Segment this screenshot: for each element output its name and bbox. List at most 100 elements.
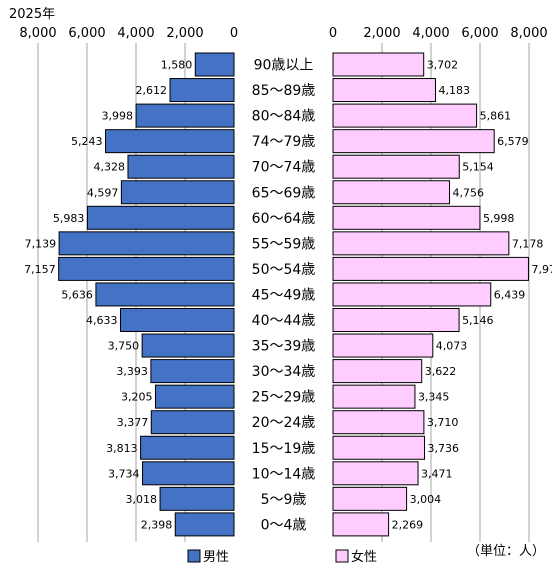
female-bar (332, 180, 451, 205)
tick-label-left: 6,000 (68, 26, 105, 41)
male-value-label: 4,597 (87, 186, 119, 199)
male-bar (159, 486, 235, 511)
age-group-labels: 90歳以上 85～89歳 80～84歳 74～79歳 70～74歳 65～69歳 60～64… (252, 58, 316, 534)
female-value-label: 2,269 (392, 518, 424, 531)
legend-label-male: 男性 (203, 550, 229, 565)
male-value-label: 3,750 (108, 340, 140, 353)
female-bar (332, 256, 529, 281)
male-bar (95, 282, 235, 307)
female-bar (332, 308, 460, 332)
age-group-label: 85～89歳 (252, 83, 316, 99)
male-value-label: 7,139 (25, 237, 57, 250)
male-value-label: 3,377 (117, 416, 149, 429)
female-bar (332, 333, 434, 358)
female-bar (332, 486, 408, 511)
age-group-label: 0～4歳 (261, 517, 307, 533)
female-value-label: 4,183 (438, 84, 470, 97)
female-bar (332, 410, 425, 435)
age-group-label: 10～14歳 (252, 466, 316, 482)
age-group-label: 5～9歳 (261, 492, 307, 508)
male-value-label: 3,813 (106, 442, 138, 455)
unit-note: （単位：人） (467, 543, 545, 559)
female-bar (332, 52, 425, 77)
legend-swatch-male (187, 549, 201, 563)
male-value-label: 3,205 (121, 391, 153, 404)
male-bar (142, 461, 235, 486)
female-bar (332, 103, 478, 128)
age-group-label: 50～54歳 (252, 262, 316, 278)
male-bar (150, 410, 235, 435)
female-value-label: 5,154 (462, 161, 494, 174)
tick-label-left: 0 (230, 26, 238, 41)
age-group-label: 55～59歳 (252, 236, 316, 252)
female-bars (332, 52, 529, 537)
male-value-label: 4,633 (86, 314, 118, 327)
male-bar (140, 435, 235, 460)
female-value-label: 3,710 (427, 416, 459, 429)
male-bar (135, 103, 235, 128)
year-label: 2025年 (9, 7, 55, 22)
age-group-label: 90歳以上 (254, 58, 314, 74)
male-value-label: 3,393 (116, 365, 148, 378)
female-bar (332, 154, 460, 179)
female-value-label: 3,622 (425, 365, 457, 378)
male-bar (86, 205, 235, 230)
female-value-label: 7,178 (512, 237, 543, 250)
female-value-label: 3,702 (427, 59, 459, 72)
age-group-label: 74～79歳 (252, 134, 316, 150)
age-group-label: 30～34歳 (252, 364, 316, 380)
male-value-label: 5,636 (61, 288, 93, 301)
legend-swatch-female (335, 549, 349, 563)
male-bar (174, 512, 235, 537)
female-bar (332, 205, 481, 230)
male-bar (119, 308, 235, 332)
tick-label-left: 8,000 (19, 26, 56, 41)
female-value-label: 6,439 (494, 288, 526, 301)
male-value-label: 5,243 (71, 135, 103, 148)
age-group-label: 70～74歳 (252, 160, 316, 176)
female-value-label: 7,978 (531, 263, 552, 276)
left-axis-ticks: 8,000 6,000 4,000 2,000 0 (19, 26, 238, 41)
tick-label-right: 2,000 (363, 26, 400, 41)
male-value-label: 3,734 (108, 467, 140, 480)
female-bar (332, 78, 436, 103)
female-bar (332, 359, 423, 384)
male-bar (58, 256, 235, 281)
male-value-label: 3,998 (102, 110, 134, 123)
legend-label-female: 女性 (351, 549, 377, 565)
male-value-label: 4,328 (93, 161, 125, 174)
female-bar (332, 384, 416, 409)
female-value-label: 3,345 (418, 391, 450, 404)
female-value-label: 6,579 (497, 135, 529, 148)
male-value-label: 2,612 (136, 84, 168, 97)
female-value-label: 5,998 (483, 212, 515, 225)
male-bar (58, 231, 235, 256)
age-group-label: 35～39歳 (252, 339, 316, 355)
male-bar (150, 359, 235, 384)
male-value-label: 3,018 (126, 493, 158, 506)
tick-label-right: 8,000 (510, 26, 547, 41)
age-group-label: 80～84歳 (252, 109, 316, 125)
age-group-label: 40～44歳 (252, 313, 316, 329)
female-value-label: 3,736 (428, 442, 460, 455)
female-value-label: 5,861 (480, 110, 512, 123)
male-value-label: 5,983 (53, 212, 85, 225)
female-bar (332, 435, 426, 460)
female-value-label: 3,004 (410, 493, 442, 506)
tick-label-left: 4,000 (117, 26, 154, 41)
right-axis-ticks: 0 2,000 4,000 6,000 8,000 (329, 26, 548, 41)
male-value-label: 1,580 (161, 59, 193, 72)
age-group-label: 25～29歳 (252, 390, 316, 406)
tick-label-right: 4,000 (412, 26, 449, 41)
legend: 男性 女性 (187, 549, 377, 565)
female-bar (332, 231, 510, 256)
male-value-label: 7,157 (24, 263, 56, 276)
age-group-label: 45～49歳 (252, 287, 316, 303)
male-bar (169, 78, 235, 103)
age-group-label: 20～24歳 (252, 415, 316, 431)
age-group-label: 60～64歳 (252, 211, 316, 227)
female-value-label: 4,756 (453, 186, 485, 199)
